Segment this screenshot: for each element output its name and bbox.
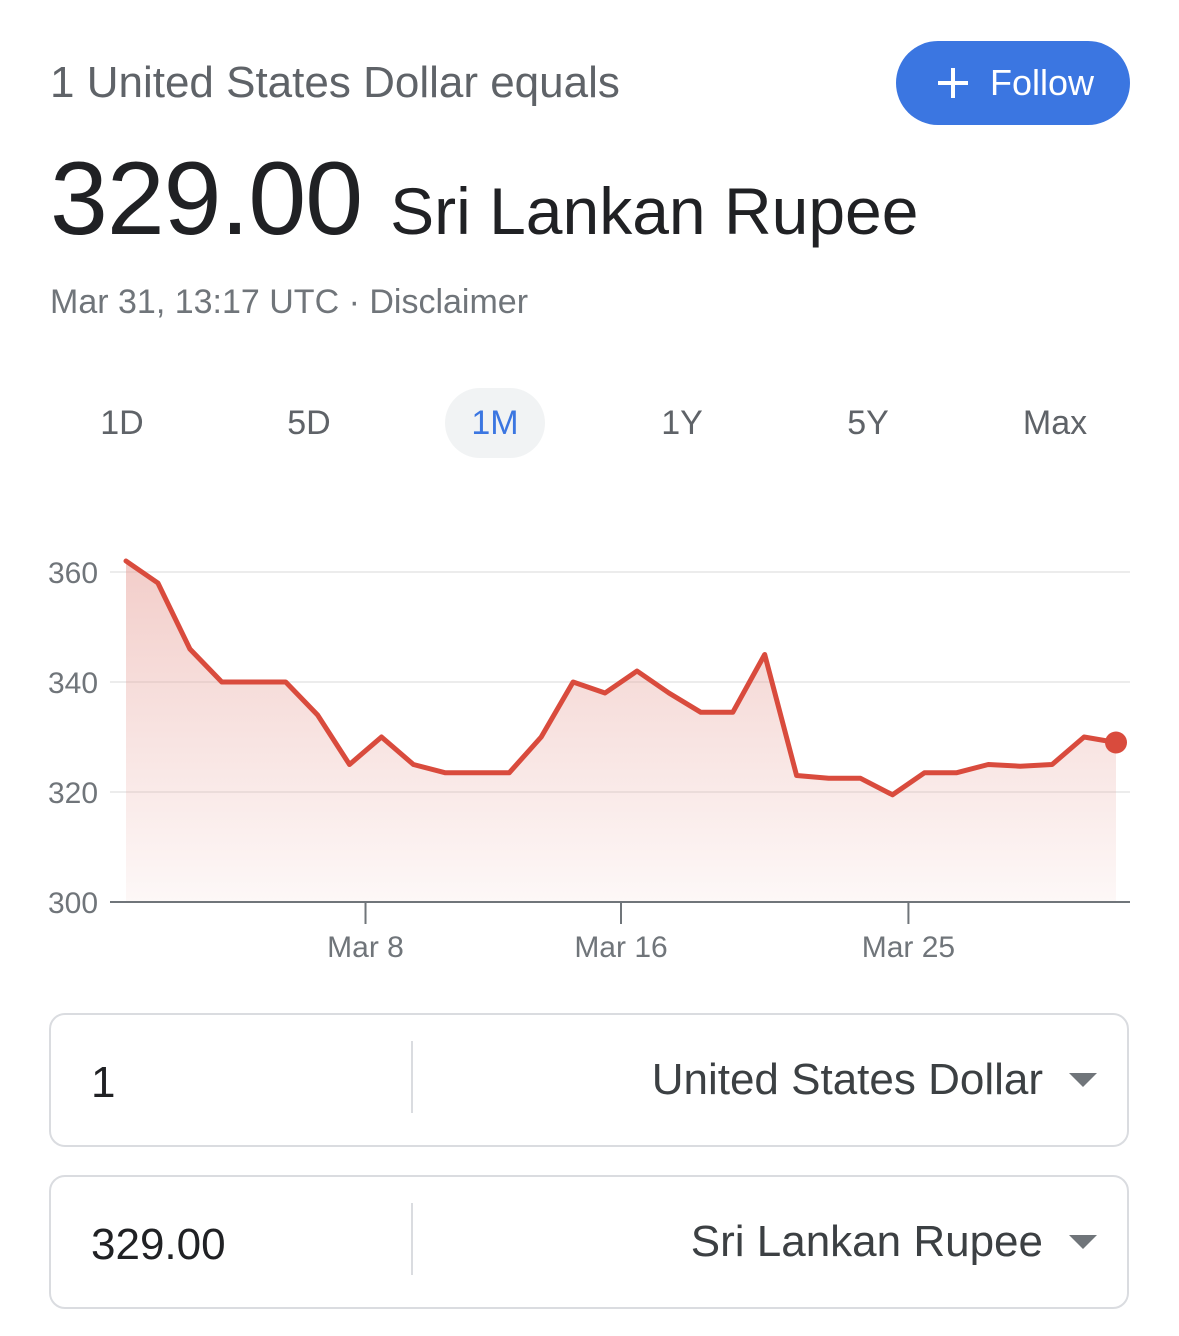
disclaimer-link[interactable]: Disclaimer bbox=[369, 283, 529, 321]
rate-currency: Sri Lankan Rupee bbox=[390, 174, 919, 248]
y-tick-label: 320 bbox=[48, 777, 98, 810]
y-tick-label: 300 bbox=[48, 887, 98, 920]
exchange-rate-chart: 300 320 340 360 Mar 8 Mar 16 Mar 25 bbox=[48, 557, 1130, 964]
range-tab-max[interactable]: Max bbox=[1022, 403, 1088, 442]
converter-divider bbox=[411, 1041, 413, 1113]
to-currency-select[interactable]: Sri Lankan Rupee bbox=[431, 1177, 1123, 1307]
time-range-tabs: 1D 5D 1M 1Y 5Y Max bbox=[0, 388, 1179, 458]
conversion-subtitle: 1 United States Dollar equals bbox=[50, 58, 620, 107]
range-tab-1m[interactable]: 1M bbox=[445, 388, 545, 458]
range-tab-1y[interactable]: 1Y bbox=[661, 403, 703, 442]
converter-divider bbox=[411, 1203, 413, 1275]
chart-series-line bbox=[123, 558, 1119, 798]
chart-current-point[interactable] bbox=[1105, 731, 1127, 754]
dropdown-caret-icon bbox=[1069, 1235, 1097, 1249]
range-tab-1d[interactable]: 1D bbox=[100, 403, 144, 442]
rate-timestamp-line: Mar 31, 13:17 UTC · Disclaimer bbox=[50, 283, 528, 322]
y-tick-label: 360 bbox=[48, 557, 98, 590]
timestamp-separator: · bbox=[339, 283, 370, 321]
follow-label: Follow bbox=[989, 62, 1095, 103]
from-currency-label: United States Dollar bbox=[651, 1055, 1043, 1104]
converter-to-row: Sri Lankan Rupee bbox=[49, 1175, 1129, 1309]
rate-value: 329.00 bbox=[50, 141, 363, 257]
to-currency-label: Sri Lankan Rupee bbox=[690, 1217, 1043, 1266]
y-tick-label: 340 bbox=[48, 667, 98, 700]
x-tick-label: Mar 25 bbox=[862, 931, 955, 964]
from-currency-select[interactable]: United States Dollar bbox=[431, 1015, 1123, 1145]
rate-timestamp: Mar 31, 13:17 UTC bbox=[50, 283, 340, 321]
chart-area-fill bbox=[126, 561, 1116, 902]
to-amount-input[interactable] bbox=[91, 1207, 391, 1283]
follow-button[interactable]: Follow bbox=[896, 41, 1130, 125]
plus-icon bbox=[937, 68, 968, 98]
x-tick-label: Mar 16 bbox=[574, 931, 667, 964]
converter-from-row: United States Dollar bbox=[49, 1013, 1129, 1147]
x-tick-label: Mar 8 bbox=[327, 931, 404, 964]
exchange-rate: 329.00 Sri Lankan Rupee bbox=[50, 140, 918, 259]
from-amount-input[interactable] bbox=[91, 1045, 391, 1121]
range-tab-5y[interactable]: 5Y bbox=[847, 403, 889, 442]
dropdown-caret-icon bbox=[1069, 1073, 1097, 1087]
range-tab-5d[interactable]: 5D bbox=[287, 403, 331, 442]
